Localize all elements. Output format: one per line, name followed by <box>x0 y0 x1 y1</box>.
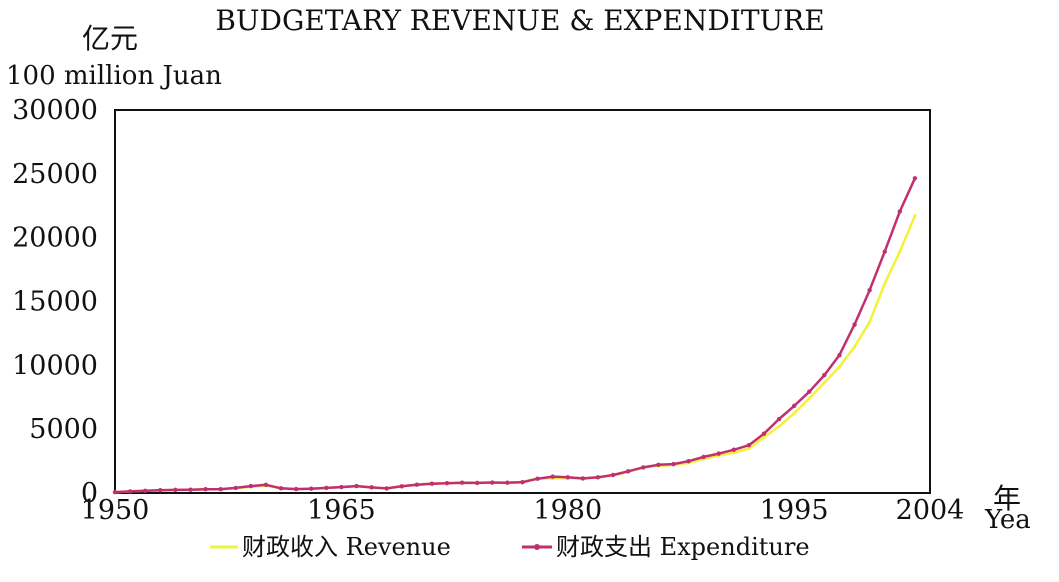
expenditure-point <box>807 389 812 394</box>
x-tick-label: 2004 <box>896 495 965 526</box>
expenditure-point <box>761 431 767 436</box>
revenue-point <box>762 435 766 440</box>
expenditure-point <box>173 487 178 493</box>
y-axis-label-cn: 亿元 <box>82 22 138 55</box>
expenditure-point <box>505 480 510 485</box>
expenditure-point <box>565 475 570 480</box>
expenditure-point <box>158 488 163 493</box>
expenditure-point <box>233 485 238 491</box>
expenditure-point <box>882 249 887 254</box>
y-tick-label: 0 <box>81 478 98 509</box>
revenue-point <box>732 451 736 455</box>
expenditure-point <box>444 481 450 486</box>
expenditure-point <box>127 489 133 494</box>
revenue-point <box>807 396 811 401</box>
x-axis-label-cn: 年 <box>993 482 1021 515</box>
expenditure-point <box>852 322 857 327</box>
expenditure-point <box>399 484 404 489</box>
expenditure-point <box>580 476 586 481</box>
expenditure-point <box>701 454 706 460</box>
y-tick-label: 5000 <box>29 414 98 445</box>
revenue-point <box>837 365 842 369</box>
legend-label-expenditure: 财政支出 Expenditure <box>556 533 810 561</box>
expenditure-point <box>339 484 344 490</box>
x-axis-label: Yea <box>984 505 1031 535</box>
expenditure-point <box>263 482 269 487</box>
expenditure-point <box>475 480 480 486</box>
x-tick-label: 1950 <box>81 495 150 526</box>
expenditure-line <box>114 177 917 494</box>
plot-area-frame <box>114 109 931 494</box>
y-tick-label: 10000 <box>12 350 98 381</box>
y-tick-label: 25000 <box>12 159 98 190</box>
expenditure-point <box>459 480 465 485</box>
expenditure-point <box>897 209 903 214</box>
expenditure-point <box>520 480 525 485</box>
revenue-point <box>792 411 796 415</box>
legend: 财政收入 Revenue 财政支出 Expenditure <box>210 533 810 561</box>
expenditure-point <box>625 469 631 474</box>
expenditure-point <box>309 486 314 491</box>
expenditure-point <box>429 481 435 486</box>
expenditure-point <box>656 462 661 468</box>
legend-label-revenue: 财政收入 Revenue <box>242 533 451 561</box>
expenditure-point <box>716 451 721 456</box>
series-lines <box>112 176 918 495</box>
revenue-point <box>868 320 872 324</box>
expenditure-point <box>414 482 420 487</box>
expenditure-point <box>867 287 872 293</box>
expenditure-point <box>746 443 752 448</box>
expenditure-point <box>837 352 842 358</box>
y-tick-label: 20000 <box>12 223 98 254</box>
expenditure-point <box>535 476 540 481</box>
legend-item-revenue: 财政收入 Revenue <box>210 533 451 561</box>
expenditure-point <box>218 487 223 492</box>
legend-item-expenditure: 财政支出 Expenditure <box>522 533 810 561</box>
revenue-point <box>747 446 751 451</box>
chart-title: BUDGETARY REVENUE & EXPENDITURE <box>215 4 824 37</box>
y-tick-labels: 0 5000 10000 15000 20000 25000 30000 <box>12 95 98 509</box>
expenditure-point <box>731 447 736 452</box>
legend-marker-expenditure <box>534 544 540 550</box>
expenditure-point <box>188 487 193 492</box>
y-tick-label: 30000 <box>12 95 98 126</box>
expenditure-point <box>384 486 389 491</box>
expenditure-point <box>595 475 601 480</box>
expenditure-point <box>203 486 208 492</box>
revenue-point <box>852 345 857 349</box>
revenue-point <box>898 250 902 254</box>
expenditure-point <box>641 465 646 470</box>
expenditure-point <box>550 474 555 479</box>
x-tick-labels: 1950 1965 1980 1995 2004 <box>81 495 965 526</box>
expenditure-point <box>324 485 329 491</box>
expenditure-point <box>490 480 495 485</box>
x-tick-label: 1995 <box>760 495 829 526</box>
expenditure-point <box>248 483 254 489</box>
expenditure-point <box>369 485 374 490</box>
y-axis-label: 100 million Juan <box>6 61 222 91</box>
revenue-point <box>883 282 887 286</box>
expenditure-point <box>142 488 148 493</box>
expenditure-point <box>610 472 616 478</box>
expenditure-point <box>822 372 827 378</box>
revenue-point <box>913 214 917 218</box>
expenditure-point <box>671 461 676 467</box>
x-tick-label: 1980 <box>533 495 602 526</box>
expenditure-point <box>776 416 782 422</box>
expenditure-point <box>278 486 284 491</box>
revenue-point <box>822 380 826 385</box>
expenditure-point <box>293 486 299 492</box>
expenditure-point <box>791 403 797 409</box>
x-tick-label: 1965 <box>307 495 376 526</box>
y-tick-label: 15000 <box>12 287 98 318</box>
expenditure-point <box>354 483 359 489</box>
expenditure-point <box>912 176 918 181</box>
revenue-point <box>777 424 781 428</box>
expenditure-point <box>112 489 118 495</box>
expenditure-point <box>686 458 691 464</box>
